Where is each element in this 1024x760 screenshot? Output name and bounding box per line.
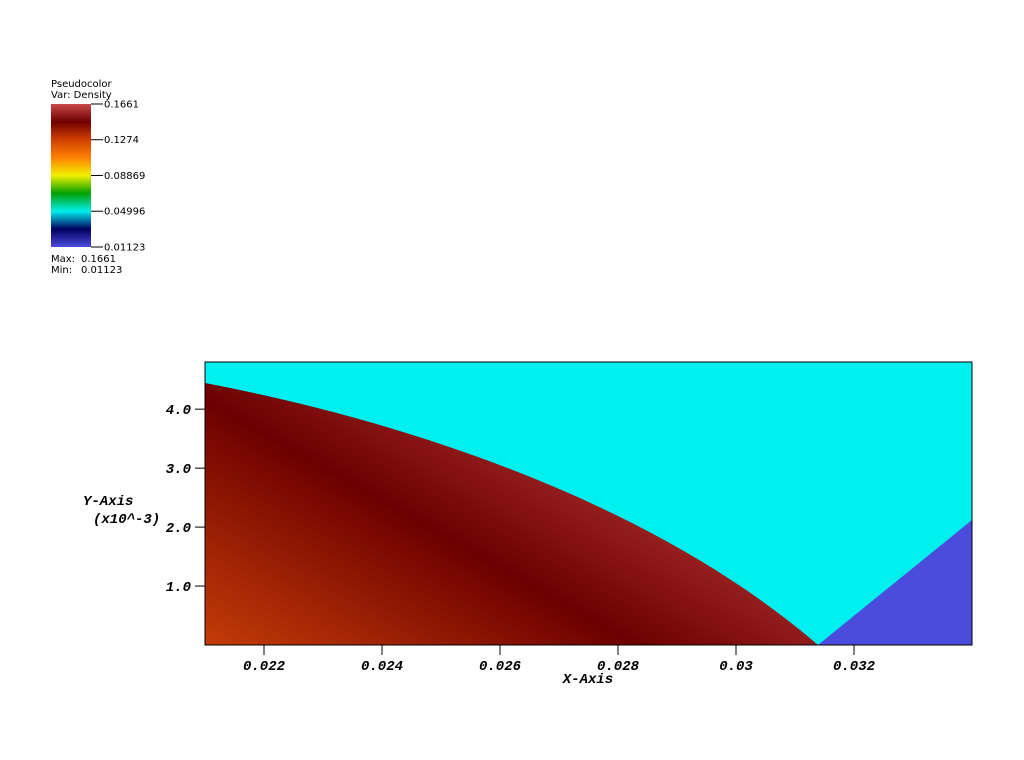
max-label: Max: bbox=[51, 254, 75, 265]
max-value: 0.1661 bbox=[81, 254, 116, 265]
y-tick-label: 3.0 bbox=[166, 462, 191, 478]
legend-title: Pseudocolor bbox=[51, 79, 113, 90]
y-axis-title: Y-Axis bbox=[83, 494, 133, 510]
x-tick-label: 0.028 bbox=[597, 659, 640, 675]
x-tick-label: 0.024 bbox=[361, 659, 403, 675]
y-tick-label: 2.0 bbox=[166, 521, 191, 537]
shocked-region bbox=[205, 383, 818, 645]
legend-tick-label: 0.1661 bbox=[104, 100, 139, 111]
legend-tick-label: 0.04996 bbox=[104, 207, 145, 218]
plot-frame bbox=[204, 361, 973, 646]
min-value: 0.01123 bbox=[81, 265, 122, 276]
min-label: Min: bbox=[51, 265, 72, 276]
x-axis-title: X-Axis bbox=[562, 672, 613, 688]
y-tick-label: 1.0 bbox=[166, 580, 191, 596]
legend-tick-label: 0.08869 bbox=[104, 171, 145, 182]
legend-variable: Var: Density bbox=[51, 90, 112, 101]
x-tick-label: 0.032 bbox=[833, 659, 876, 675]
legend-tick-label: 0.01123 bbox=[104, 243, 145, 254]
y-tick-label: 4.0 bbox=[166, 403, 191, 419]
legend-tick-label: 0.1274 bbox=[104, 135, 139, 146]
x-tick-label: 0.03 bbox=[719, 659, 753, 675]
color-bar bbox=[51, 104, 91, 247]
y-axis-unit: (x10^-3) bbox=[93, 512, 160, 528]
x-tick-label: 0.026 bbox=[479, 659, 522, 675]
x-tick-label: 0.022 bbox=[243, 659, 286, 675]
low-density-region bbox=[818, 520, 972, 645]
plot-field bbox=[204, 361, 973, 646]
